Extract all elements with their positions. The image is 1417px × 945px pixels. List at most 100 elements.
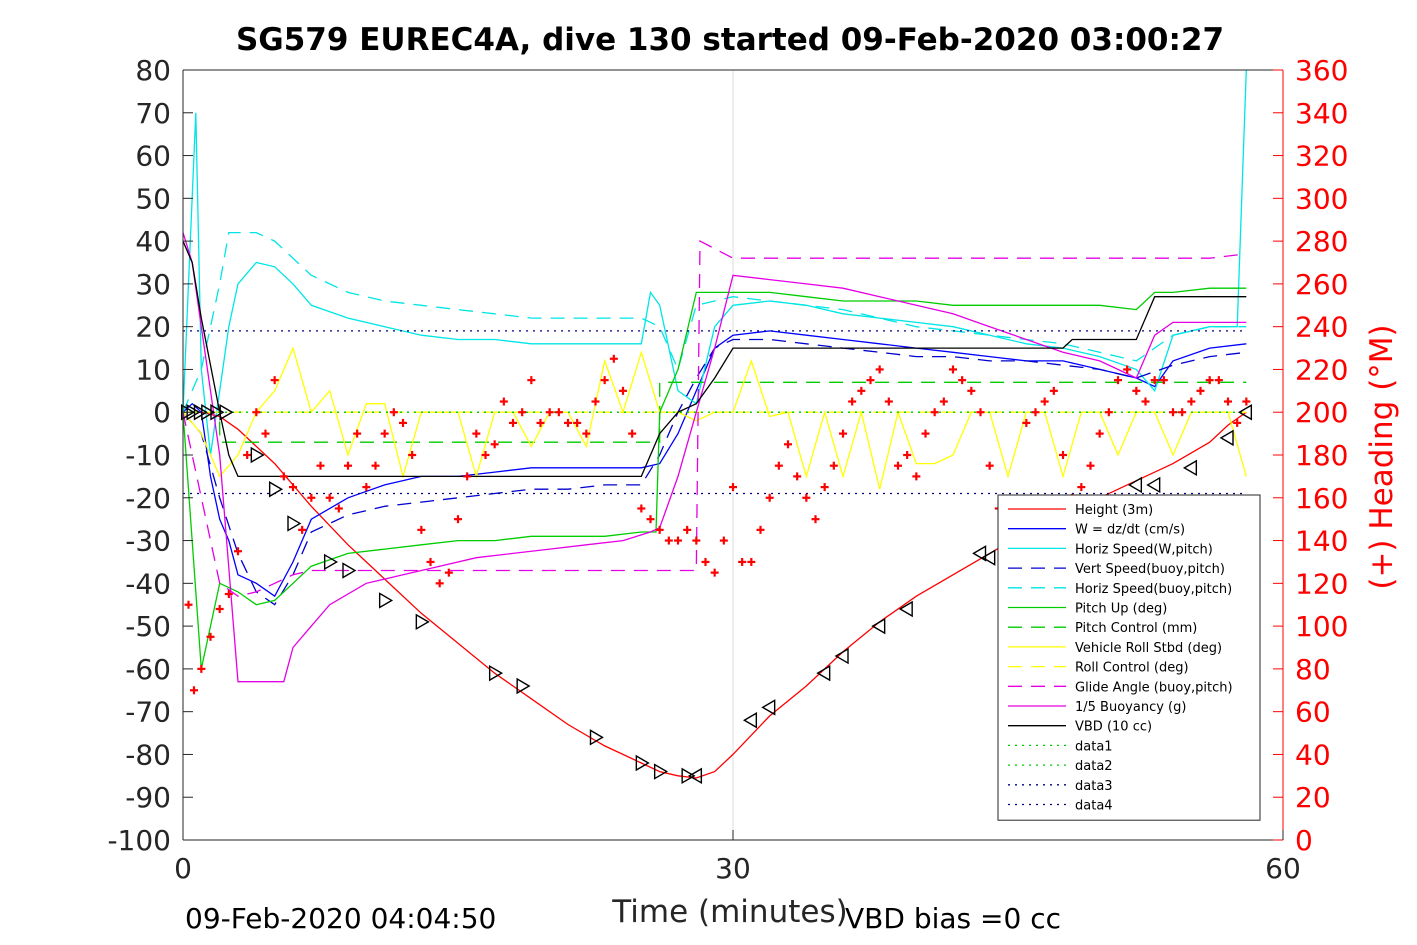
heading-marker [1242,397,1251,406]
heading-marker [1205,376,1214,385]
right-tick-label: 280 [1295,225,1348,258]
right-tick-label: 300 [1295,182,1348,215]
left-tick-label: -70 [125,696,171,729]
left-tick-label: -10 [125,439,171,472]
footer-vbd-bias: VBD bias =0 cc [845,902,1061,935]
heading-marker [582,429,591,438]
heading-marker [1233,418,1242,427]
x-tick-label: 0 [174,852,192,885]
heading-marker [1178,408,1187,417]
triangle-marker [1127,476,1143,494]
heading-marker [866,376,875,385]
heading-marker [454,515,462,524]
heading-marker [298,525,307,534]
legend-entry-label: 1/5 Buoyancy (g) [1075,700,1186,715]
heading-marker [628,429,637,438]
heading-marker [1095,429,1104,438]
right-tick-label: 240 [1295,311,1348,344]
heading-marker [1141,397,1150,406]
heading-marker [234,547,242,556]
triangle-marker [635,754,650,772]
heading-marker [316,461,325,470]
series-line-10 [182,232,1247,683]
legend-entry-label: data3 [1075,779,1113,794]
heading-marker [1059,451,1067,459]
left-tick-label: 80 [135,54,171,87]
heading-marker [884,397,893,406]
heading-marker [1132,386,1141,395]
chart-title: SG579 EUREC4A, dive 130 started 09-Feb-2… [236,22,1224,58]
triangle-marker [687,767,703,785]
left-tick-label: -80 [125,738,171,771]
right-tick-label: 120 [1295,567,1348,600]
heading-marker [1150,376,1159,385]
heading-marker [1104,408,1113,417]
left-tick-label: 0 [153,396,171,429]
x-tick-label: 30 [715,852,751,885]
legend-entry-label: W = dz/dt (cm/s) [1075,523,1185,538]
left-tick-label: -50 [125,610,171,643]
heading-marker [921,429,930,438]
series-line-2 [182,69,1247,456]
legend-entry-label: Height (3m) [1075,503,1153,518]
x-axis-label: Time (minutes) [611,894,847,930]
heading-marker [701,557,710,566]
right-axis-ticks: 3603403203002802602402202001801601401201… [1273,54,1348,857]
heading-marker [1040,397,1049,406]
right-tick-label: 80 [1295,653,1331,686]
legend-entry-label: Glide Angle (buoy,pitch) [1075,680,1233,695]
triangle-marker [201,404,216,421]
heading-marker [417,525,426,534]
heading-marker [184,600,193,609]
left-tick-label: 40 [135,225,171,258]
heading-marker [307,493,316,502]
heading-marker [1196,386,1205,395]
heading-marker [371,461,380,470]
right-tick-label: 320 [1295,140,1348,173]
heading-marker [619,386,627,395]
heading-marker [756,525,765,534]
heading-marker [261,429,270,438]
heading-marker [784,440,792,449]
heading-marker [875,365,884,374]
heading-marker [362,483,371,492]
heading-marker [967,386,976,395]
left-tick-label: -20 [125,482,171,515]
heading-marker [802,493,811,502]
heading-marker [646,515,655,524]
heading-marker [444,568,453,577]
right-tick-label: 160 [1295,482,1348,515]
triangle-marker [1219,429,1234,447]
left-tick-label: 30 [135,268,171,301]
triangle-marker [415,613,430,631]
triangle-marker [1146,476,1161,494]
series-line-9 [182,240,1247,597]
legend-entry-label: Horiz Speed(W,pitch) [1075,542,1213,557]
heading-marker [719,536,728,545]
heading-marker [829,461,838,470]
legend-box [997,494,1261,821]
heading-marker [1086,461,1095,470]
heading-marker [243,451,252,459]
legend: Height (3m) W = dz/dt (cm/s) Horiz Speed(W… [997,494,1261,821]
heading-marker [811,515,820,524]
right-tick-label: 20 [1295,781,1331,814]
heading-marker [664,536,673,545]
heading-marker [527,376,536,385]
heading-marker [674,536,682,545]
right-tick-label: 360 [1295,54,1348,87]
legend-entry-label: Pitch Up (deg) [1075,602,1167,617]
heading-marker [399,418,407,427]
heading-marker [190,686,198,695]
heading-marker [481,451,490,459]
right-axis-label: (+) Heading (°M) [1364,324,1400,589]
heading-marker [1224,397,1232,406]
heading-marker [692,536,701,545]
legend-entry-label: data1 [1075,739,1113,754]
heading-marker [408,451,417,459]
triangle-marker [219,404,234,421]
right-tick-label: 220 [1295,353,1348,386]
heading-marker [912,472,921,481]
heading-marker [609,354,618,363]
series-line-3 [182,338,1247,606]
